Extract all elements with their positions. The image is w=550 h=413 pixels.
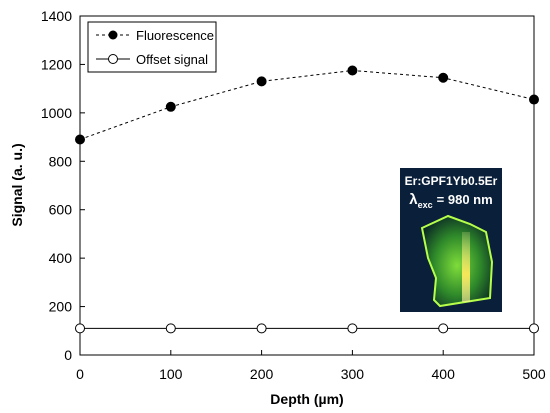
y-axis-title: Signal (a. u.) [9, 143, 25, 226]
plot-area [79, 15, 535, 356]
offset-point [529, 323, 539, 334]
inset-lambda-subscript: exc [418, 200, 433, 210]
inset-photo: Er:GPF1Yb0.5Er λexc = 980 nm [400, 168, 502, 312]
offset-point [347, 323, 358, 334]
offset-point [256, 323, 267, 334]
fluorescence-point [75, 134, 85, 145]
offset-point [75, 323, 85, 334]
y-tick-label: 600 [49, 202, 73, 218]
y-tick-label: 0 [64, 347, 72, 363]
fluorescence-point [347, 65, 358, 76]
y-tick-label: 1200 [41, 56, 72, 72]
inset-beam [462, 232, 470, 302]
series-layer [75, 65, 539, 334]
x-tick-label: 0 [76, 366, 84, 382]
x-tick-label: 100 [159, 366, 183, 382]
inset-lambda-value: = 980 nm [437, 192, 493, 207]
inset-excitation-label: λexc = 980 nm [409, 191, 492, 210]
legend-box [87, 21, 217, 73]
fluorescence-point [529, 94, 539, 105]
x-tick-label: 300 [341, 366, 365, 382]
offset-point [438, 323, 449, 334]
series-line-fluorescence [79, 69, 535, 140]
y-tick-label: 1400 [41, 8, 72, 24]
y-tick-label: 200 [49, 299, 73, 315]
legend: Fluorescence Offset signal [87, 21, 217, 73]
x-axis-ticks: 0 100 200 300 400 500 [76, 350, 546, 382]
inset-sample-glow [420, 214, 494, 308]
offset-point [165, 323, 176, 334]
fluorescence-point [256, 76, 267, 87]
legend-fluorescence-marker [108, 30, 118, 40]
fluorescence-point [165, 101, 176, 112]
x-axis-title: Depth (µm) [270, 391, 343, 407]
y-axis-ticks: 0 200 400 600 800 1000 1200 1400 [41, 8, 85, 363]
legend-fluorescence-label: Fluorescence [136, 28, 214, 43]
x-tick-label: 200 [250, 366, 274, 382]
inset-lambda-symbol: λ [409, 191, 418, 208]
y-tick-label: 800 [49, 153, 73, 169]
inset-sample-label: Er:GPF1Yb0.5Er [405, 174, 498, 188]
legend-offset-label: Offset signal [136, 52, 208, 67]
x-tick-label: 400 [432, 366, 456, 382]
y-tick-label: 400 [49, 250, 73, 266]
legend-offset-marker [108, 54, 118, 64]
x-tick-label: 500 [522, 366, 546, 382]
y-tick-label: 1000 [41, 105, 72, 121]
fluorescence-point [438, 72, 449, 83]
